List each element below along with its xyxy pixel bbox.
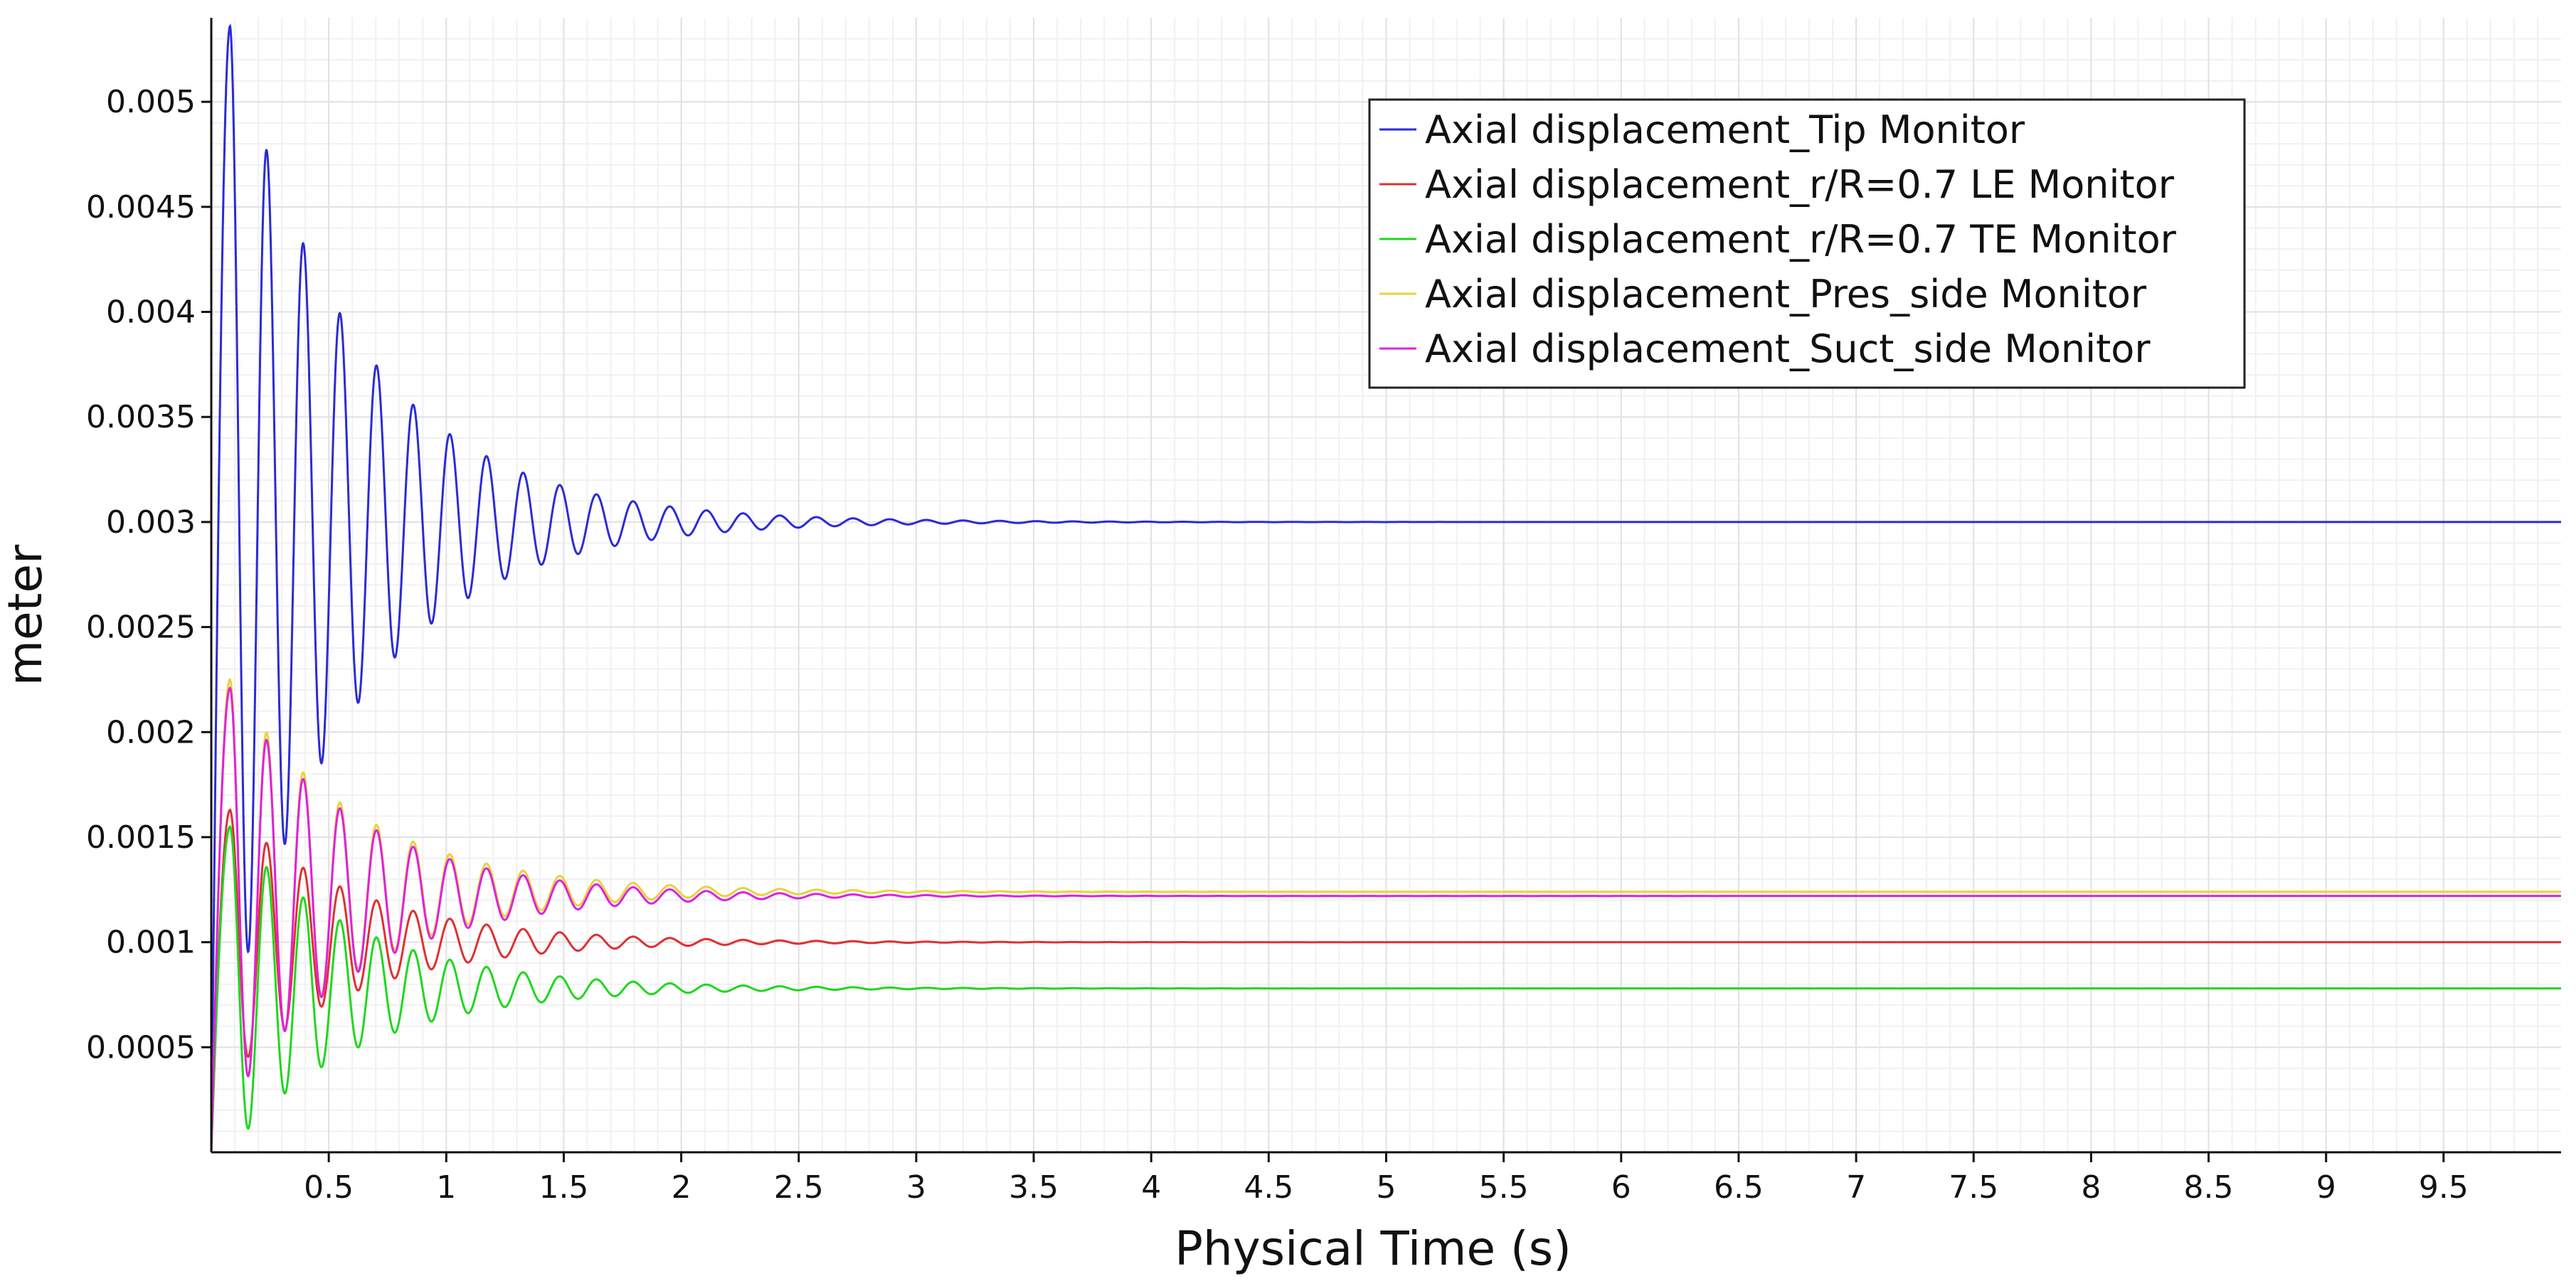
legend-box xyxy=(1368,98,2246,389)
x-tick-label: 6.5 xyxy=(1714,1169,1764,1206)
y-tick-label: 0.0045 xyxy=(86,189,196,225)
x-tick-label: 2 xyxy=(672,1169,691,1206)
x-tick-label: 1 xyxy=(436,1169,456,1206)
x-tick-label: 6 xyxy=(1611,1169,1631,1206)
x-tick-label: 2.5 xyxy=(774,1169,824,1206)
x-tick-label: 7 xyxy=(1846,1169,1866,1206)
legend-label: Axial displacement_r/R=0.7 TE Monitor xyxy=(1425,217,2177,262)
series-line-1 xyxy=(210,23,2561,1153)
x-tick-labels: 0.5 1 1.5 2 2.5 3 3.5 4 4.5 5 5.5 6 6.5 7 7.5 8 8.5 9 9.5 xyxy=(304,1169,2469,1206)
legend-label: Axial displacement_r/R=0.7 LE Monitor xyxy=(1425,162,2175,207)
x-tick-label: 1.5 xyxy=(539,1169,588,1206)
legend-label: Axial displacement_Suct_side Monitor xyxy=(1425,326,2151,371)
x-tick-label: 4 xyxy=(1141,1169,1161,1206)
x-tick-label: 8.5 xyxy=(2184,1169,2234,1206)
y-tick-label: 0.002 xyxy=(106,714,196,750)
legend-label: Axial displacement_Tip Monitor xyxy=(1425,107,2025,152)
x-tick-label: 5.5 xyxy=(1479,1169,1529,1206)
y-tick-label: 0.001 xyxy=(106,925,196,961)
x-tick-label: 3.5 xyxy=(1009,1169,1059,1206)
legend: Axial displacement_Tip Monitor Axial disp… xyxy=(1368,98,2246,389)
x-tick-label: 5 xyxy=(1377,1169,1396,1206)
x-tick-label: 9 xyxy=(2316,1169,2336,1206)
legend-label: Axial displacement_Pres_side Monitor xyxy=(1425,272,2147,317)
axes xyxy=(201,18,2561,1162)
y-tick-label: 0.0015 xyxy=(86,819,196,856)
series-line-5 xyxy=(210,686,2561,1153)
y-tick-label: 0.005 xyxy=(106,84,196,120)
x-tick-label: 7.5 xyxy=(1949,1169,1998,1206)
y-tick-labels: 0.0005 0.001 0.0015 0.002 0.0025 0.003 0.0035 0… xyxy=(86,84,196,1066)
series-line-4 xyxy=(210,678,2561,1153)
x-tick-label: 8 xyxy=(2081,1169,2101,1206)
series-line-2 xyxy=(210,808,2561,1153)
y-axis-title: meter xyxy=(0,544,53,686)
x-tick-label: 9.5 xyxy=(2419,1169,2469,1206)
y-tick-label: 0.0005 xyxy=(86,1029,196,1066)
series-line-3 xyxy=(210,825,2561,1153)
y-tick-label: 0.0025 xyxy=(86,610,196,646)
x-tick-label: 0.5 xyxy=(304,1169,354,1206)
x-axis-title: Physical Time (s) xyxy=(1175,1221,1571,1276)
series-layer xyxy=(210,23,2561,1153)
y-tick-label: 0.0035 xyxy=(86,399,196,435)
x-tick-label: 3 xyxy=(906,1169,926,1206)
x-tick-label: 4.5 xyxy=(1244,1169,1293,1206)
y-tick-label: 0.003 xyxy=(106,504,196,541)
y-tick-label: 0.004 xyxy=(106,294,196,331)
